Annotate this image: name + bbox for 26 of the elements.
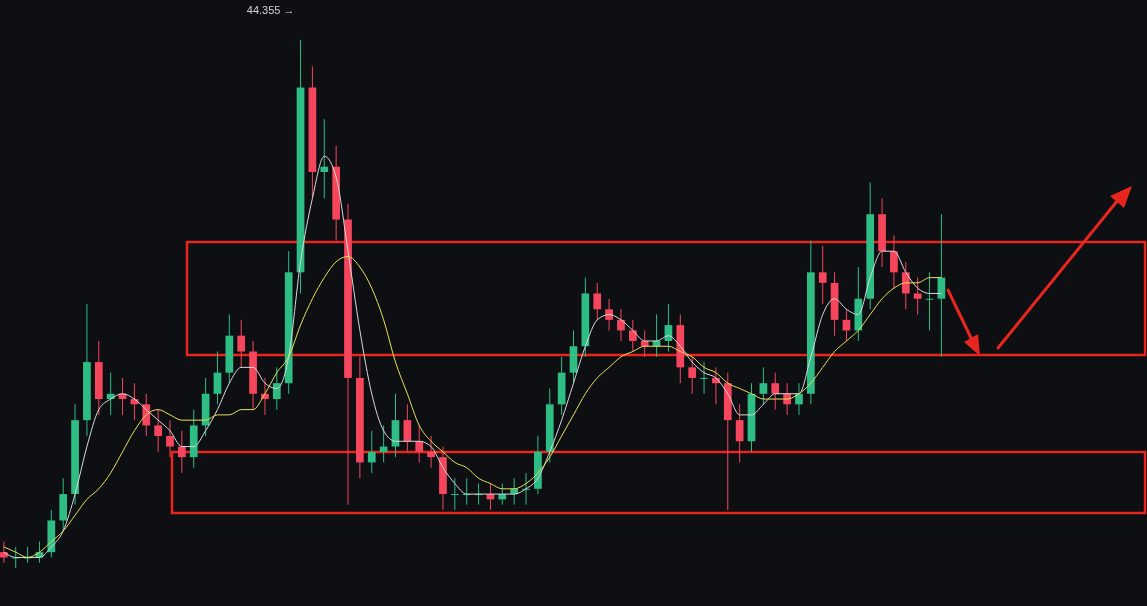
candlestick — [605, 298, 613, 331]
candlestick — [913, 277, 922, 316]
candlestick — [415, 424, 424, 463]
candlestick — [320, 118, 329, 199]
candlestick — [688, 356, 697, 395]
candlestick — [178, 430, 186, 474]
candlestick — [403, 403, 412, 453]
candlestick — [700, 361, 708, 395]
candlestick — [450, 477, 459, 511]
candlestick — [759, 366, 768, 405]
candlestick — [795, 382, 803, 416]
candlestick — [166, 419, 174, 458]
candlestick — [617, 308, 625, 342]
candlestick — [628, 319, 637, 353]
candlestick — [818, 245, 827, 305]
candlestick — [237, 319, 246, 368]
candlestick — [890, 234, 898, 289]
candlestick — [367, 430, 376, 474]
candlestick — [154, 409, 162, 453]
candlestick — [272, 366, 281, 411]
candlestick — [427, 435, 435, 469]
candlestick — [213, 351, 222, 405]
text: 44.355 → — [246, 4, 295, 16]
candlestick — [593, 282, 602, 321]
candlestick — [771, 372, 780, 411]
candlestick — [735, 403, 744, 463]
